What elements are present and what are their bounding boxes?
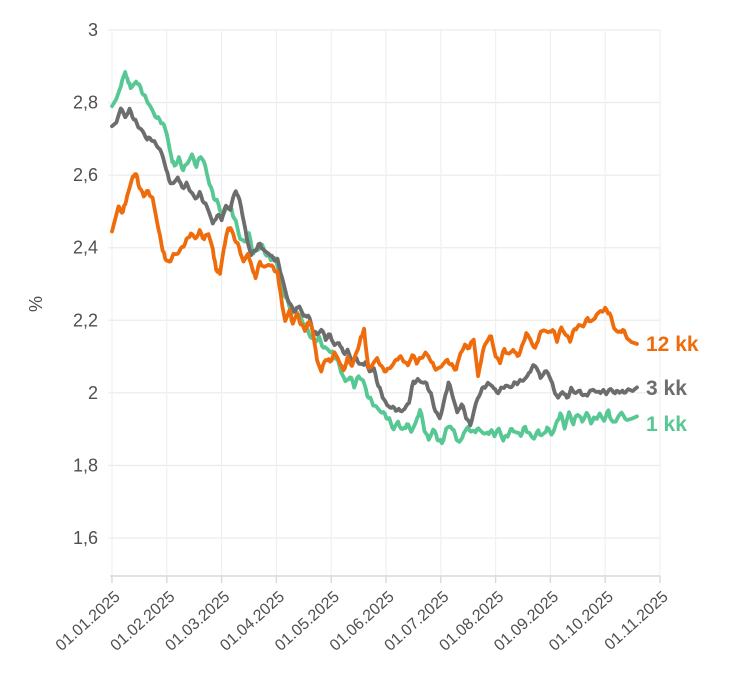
- y-tick-label: 2,6: [73, 165, 98, 185]
- series-label-3kk: 3 kk: [646, 377, 687, 400]
- y-tick-label: 3: [88, 20, 98, 40]
- y-tick-label: 2,4: [73, 238, 98, 258]
- series-line-3kk: [110, 106, 639, 428]
- series-label-1kk: 1 kk: [646, 413, 687, 436]
- series-label-12kk: 12 kk: [646, 333, 699, 356]
- y-tick-label: 1,8: [73, 455, 98, 475]
- series-line-1kk: [110, 70, 639, 446]
- y-tick-label: 1,6: [73, 528, 98, 548]
- y-axis-title: %: [26, 296, 46, 313]
- series-line-12kk: [110, 172, 639, 378]
- y-tick-label: 2,8: [73, 93, 98, 113]
- y-tick-label: 2,2: [73, 310, 98, 330]
- y-tick-label: 2: [88, 383, 98, 403]
